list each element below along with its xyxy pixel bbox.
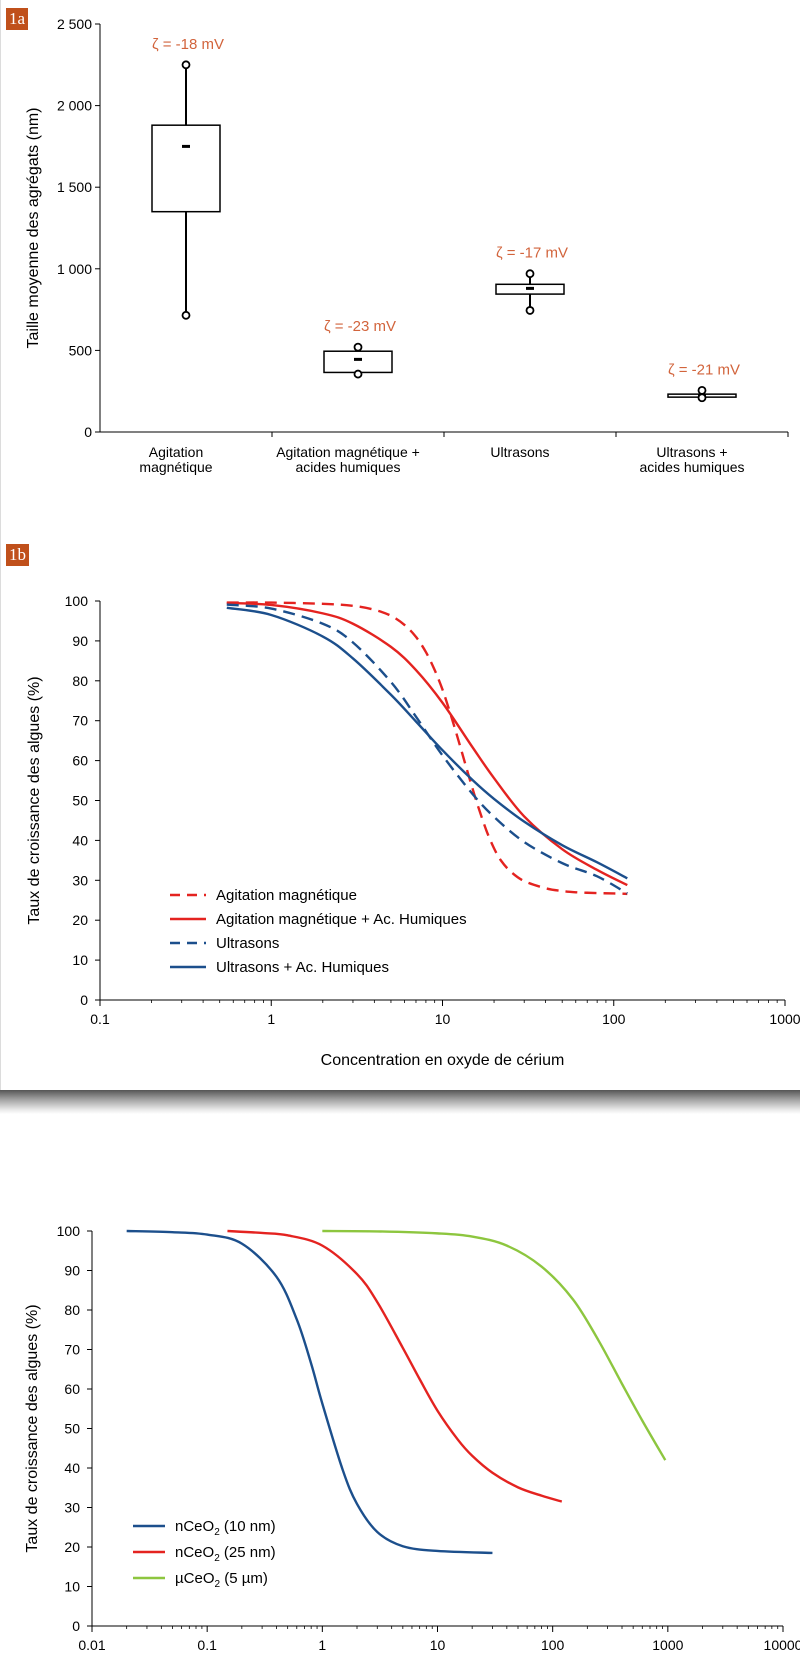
y-tick-label: 50: [64, 1421, 80, 1437]
zeta-potential-label: ζ = -18 mV: [152, 36, 224, 53]
y-tick-label: 0: [84, 424, 92, 440]
x-tick-label: 1: [318, 1637, 326, 1653]
min-marker: [697, 393, 707, 403]
y-tick-label: 1 000: [57, 261, 92, 277]
y-tick-label: 80: [64, 1302, 80, 1318]
y-tick-label: 70: [72, 713, 88, 729]
min-marker: [525, 306, 535, 315]
y-axis-title: Taux de croissance des algues (%): [26, 676, 43, 924]
series-line: [322, 1229, 667, 1461]
y-tick-label: 100: [65, 593, 89, 609]
legend-label: nCeO2 (25 nm): [175, 1544, 276, 1564]
category-label: Agitation: [149, 444, 203, 460]
x-tick-label: 100: [541, 1637, 565, 1653]
y-tick-label: 60: [72, 753, 88, 769]
y-tick-label: 2 500: [57, 16, 92, 32]
y-tick-label: 40: [64, 1460, 80, 1476]
y-tick-label: 0: [72, 1618, 80, 1634]
panel-1b-tag: 1b: [6, 544, 29, 566]
legend-label: nCeO2 (10 nm): [175, 1518, 276, 1538]
x-axis-title: Concentration en oxyde de cérium: [321, 1052, 565, 1069]
x-tick-label: 0.01: [78, 1637, 105, 1653]
box-iqr: [323, 350, 393, 374]
min-marker: [353, 369, 363, 379]
series-line: [226, 606, 628, 880]
x-tick-label: 0.1: [90, 1011, 110, 1027]
zeta-potential-label: ζ = -17 mV: [496, 245, 568, 262]
category-label: magnétique: [139, 459, 212, 475]
series-line: [226, 603, 628, 895]
box-iqr: [151, 124, 221, 213]
y-tick-label: 100: [57, 1223, 81, 1239]
category-label: Ultrasons +: [656, 444, 727, 460]
panel-1a-tag: 1a: [6, 8, 29, 30]
y-tick-label: 70: [64, 1342, 80, 1358]
series-line: [226, 601, 628, 887]
box-plot-aggregate-size: 0 500 1 000 1 500 2 000 2 500 Taille moyenne d…: [25, 16, 789, 475]
x-tick-label: 1000: [769, 1011, 800, 1027]
figure-card-edge: [0, 0, 1, 1090]
zeta-potential-label: ζ = -21 mV: [668, 361, 740, 378]
x-tick-label: 10: [430, 1637, 446, 1653]
y-tick-label: 2 000: [57, 98, 92, 114]
legend-label: Agitation magnétique: [216, 887, 357, 904]
max-marker: [181, 60, 191, 70]
y-tick-label: 80: [72, 673, 88, 689]
y-tick-label: 90: [72, 633, 88, 649]
series-line: [126, 1229, 493, 1555]
x-tick-label: 0.1: [197, 1637, 217, 1653]
figure-card-shadow: [0, 1090, 800, 1114]
category-label: acides humiques: [639, 459, 744, 475]
legend-label: µCeO2 (5 µm): [175, 1570, 268, 1590]
max-marker: [353, 342, 363, 352]
x-tick-label: 1000: [652, 1637, 683, 1653]
y-tick-label: 40: [72, 832, 88, 848]
y-tick-label: 20: [72, 912, 88, 928]
y-tick-label: 0: [80, 992, 88, 1008]
x-tick-label: 10000: [764, 1637, 800, 1653]
y-tick-label: 10: [72, 952, 88, 968]
legend-label: Agitation magnétique + Ac. Humiques: [216, 911, 467, 928]
y-tick-label: 30: [72, 872, 88, 888]
x-tick-label: 100: [602, 1011, 626, 1027]
y-tick-label: 1 500: [57, 179, 92, 195]
y-tick-label: 10: [64, 1579, 80, 1595]
y-tick-label: 30: [64, 1500, 80, 1516]
x-tick-label: 1: [267, 1011, 275, 1027]
max-marker: [525, 269, 535, 279]
growth-rate-particle-size-chart: 0 10 20 30 40 50 60 70 80 90 100 0.01 0.1 1 10 100 1000 1…: [24, 1223, 800, 1653]
series-line: [227, 1229, 563, 1503]
y-tick-label: 20: [64, 1539, 80, 1555]
zeta-potential-label: ζ = -23 mV: [324, 318, 396, 335]
category-label: acides humiques: [295, 459, 400, 475]
x-tick-label: 10: [435, 1011, 451, 1027]
y-axis-title: Taux de croissance des algues (%): [24, 1304, 41, 1552]
y-tick-label: 60: [64, 1381, 80, 1397]
min-marker: [181, 310, 191, 320]
legend-label: Ultrasons: [216, 935, 279, 952]
y-tick-label: 50: [72, 793, 88, 809]
y-tick-label: 500: [69, 342, 93, 358]
y-tick-label: 90: [64, 1263, 80, 1279]
category-label: Agitation magnétique +: [276, 444, 420, 460]
max-marker: [697, 385, 707, 395]
legend-label: Ultrasons + Ac. Humiques: [216, 959, 389, 976]
series-line: [226, 601, 628, 896]
growth-rate-dispersion-chart: 0 10 20 30 40 50 60 70 80 90 100 0.1 1 10 100 1000 Taux …: [26, 593, 800, 1069]
category-label: Ultrasons: [490, 444, 549, 460]
y-axis-title: Taille moyenne des agrégats (nm): [25, 107, 42, 348]
